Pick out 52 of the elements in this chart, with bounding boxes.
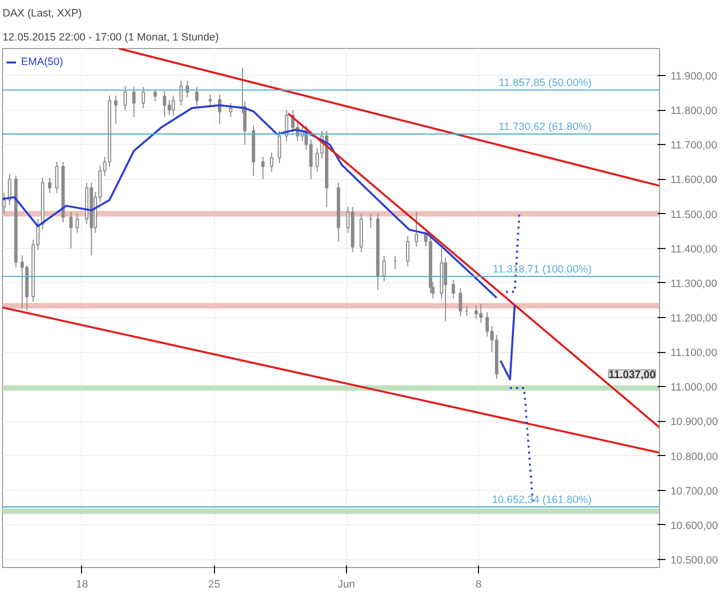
candlestick [76, 213, 79, 234]
candlestick [278, 130, 282, 164]
ref-line-label: 11.857,85 (50.00%) [498, 77, 592, 90]
y-tick-label: 11.900,00 [670, 70, 718, 82]
candlestick [195, 86, 199, 106]
y-tick-label: 11.400,00 [670, 243, 718, 256]
candlestick [261, 156, 265, 180]
candlestick [153, 88, 157, 102]
y-tick-label: 10.700,00 [670, 485, 718, 498]
candlestick [114, 95, 118, 124]
y-tick-label: 10.900,00 [670, 416, 718, 428]
y-tick-label: 11.200,00 [670, 312, 718, 325]
candlestick [382, 255, 386, 282]
candlestick [218, 94, 222, 124]
candlestick [132, 86, 136, 118]
candlestick [179, 80, 183, 106]
candlestick [48, 176, 52, 194]
y-tick-label: 11.800,00 [670, 105, 718, 118]
legend-label: EMA(50) [21, 56, 64, 68]
chart-subtitle: 12.05.2015 22:00 - 17:00 (1 Monat, 1 Stunde) [2, 32, 219, 44]
chart-title: DAX (Last, XXP) [2, 8, 82, 20]
candlestick [270, 152, 274, 172]
candlestick [69, 212, 73, 249]
x-tick-label: 8 [476, 578, 482, 590]
candlestick [229, 102, 232, 118]
y-tick-label: 11.100,00 [670, 347, 718, 360]
candlestick [172, 95, 175, 116]
y-tick-label: 11.700,00 [670, 140, 718, 152]
ref-line-label: 10.652,34 (161.80%) [492, 494, 592, 506]
candlestick [2, 192, 6, 214]
ref-line-label: 11.318,71 (100.00%) [492, 263, 592, 276]
candlestick [406, 236, 410, 267]
candlestick [458, 288, 462, 317]
candlestick [142, 86, 146, 109]
candlestick [414, 212, 418, 248]
y-tick-label: 11.600,00 [670, 174, 718, 186]
y-tick-label: 11.300,00 [670, 278, 718, 290]
x-tick-label: Jun [338, 578, 356, 590]
x-tick-label: 18 [76, 578, 88, 590]
candlestick [208, 94, 212, 106]
y-tick-label: 10.500,00 [670, 554, 718, 567]
y-tick-label: 10.800,00 [670, 450, 718, 463]
candlestick [8, 174, 12, 206]
annotation: 11.037,00 [608, 368, 656, 381]
y-tick-label: 10.600,00 [670, 520, 718, 532]
y-tick-label: 11.000,00 [670, 382, 718, 394]
x-tick-label: 25 [208, 578, 220, 590]
ref-line-label: 11.730,62 (61.80%) [498, 121, 592, 134]
y-tick-label: 11.500,00 [670, 208, 718, 221]
candlestick [124, 85, 127, 111]
candlestick [55, 161, 58, 194]
candlestick [452, 278, 456, 299]
